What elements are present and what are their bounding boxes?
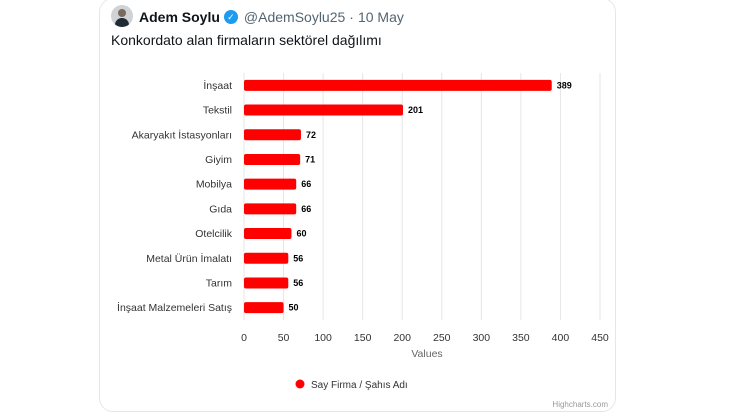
data-label: 389 xyxy=(557,80,572,90)
category-label: İnşaat Malzemeleri Satış xyxy=(117,301,232,314)
data-label: 72 xyxy=(306,130,316,140)
category-label: Tekstil xyxy=(203,105,232,117)
verified-badge-icon: ✓ xyxy=(223,10,238,24)
category-label: Akaryakıt İstasyonları xyxy=(132,128,232,141)
x-tick-label: 150 xyxy=(354,332,372,344)
category-label: Tarım xyxy=(206,277,233,289)
bar[interactable] xyxy=(244,228,292,240)
tweet-date[interactable]: 10 May xyxy=(357,9,404,25)
legend-marker xyxy=(295,379,305,389)
x-tick-label: 0 xyxy=(241,332,247,344)
x-tick-label: 400 xyxy=(552,332,570,344)
legend[interactable]: Say Firma / Şahıs Adı xyxy=(295,379,408,392)
x-tick-label: 450 xyxy=(591,332,609,344)
category-label: Giyim xyxy=(205,154,232,166)
category-label: Metal Ürün İmalatı xyxy=(146,252,232,265)
x-tick-label: 200 xyxy=(393,332,411,344)
bar[interactable] xyxy=(244,277,289,289)
tweet-header: Adem Soylu ✓ @AdemSoylu25 · 10 May xyxy=(139,7,404,27)
category-label: Mobilya xyxy=(196,179,232,191)
x-tick-label: 250 xyxy=(433,332,451,344)
x-tick-label: 100 xyxy=(314,332,332,344)
data-label: 60 xyxy=(296,229,306,239)
bar[interactable] xyxy=(244,79,552,91)
author-name[interactable]: Adem Soylu xyxy=(139,9,220,25)
tweet-text: Konkordato alan firmaların sektörel dağı… xyxy=(111,32,382,48)
x-tick-label: 350 xyxy=(512,332,530,344)
data-label: 66 xyxy=(301,204,311,214)
bar[interactable] xyxy=(244,203,297,215)
tweet-card[interactable] xyxy=(99,0,616,412)
data-label: 56 xyxy=(293,278,303,288)
legend-label[interactable]: Say Firma / Şahıs Adı xyxy=(311,380,408,391)
bar[interactable] xyxy=(244,104,404,116)
data-label: 201 xyxy=(408,105,423,115)
category-label: Otelcilik xyxy=(195,228,233,240)
x-axis-title: Values xyxy=(411,348,442,360)
bar[interactable] xyxy=(244,129,301,141)
x-tick-label: 50 xyxy=(278,332,290,344)
category-label: Gıda xyxy=(209,203,232,215)
bar[interactable] xyxy=(244,153,301,165)
category-label: İnşaat xyxy=(203,79,232,92)
avatar[interactable] xyxy=(111,5,133,27)
data-label: 50 xyxy=(289,303,299,313)
author-handle[interactable]: @AdemSoylu25 xyxy=(243,9,346,25)
chart-bars xyxy=(244,79,552,314)
data-label: 66 xyxy=(301,179,311,189)
bar[interactable] xyxy=(244,252,289,264)
bar[interactable] xyxy=(244,302,284,314)
data-label: 71 xyxy=(305,154,315,164)
bar[interactable] xyxy=(244,178,297,190)
category-labels: İnşaat Tekstil Akaryakıt İstasyonları Giyim… xyxy=(117,79,233,314)
data-labels: 389 201 72 71 66 66 60 56 56 50 xyxy=(289,80,572,312)
separator: · xyxy=(349,9,354,25)
highcharts-credits[interactable]: Highcharts.com xyxy=(552,400,608,409)
x-tick-label: 300 xyxy=(473,332,491,344)
x-tick-labels: 0 50 100 150 200 250 300 350 400 450 xyxy=(241,332,609,344)
data-label: 56 xyxy=(293,253,303,263)
